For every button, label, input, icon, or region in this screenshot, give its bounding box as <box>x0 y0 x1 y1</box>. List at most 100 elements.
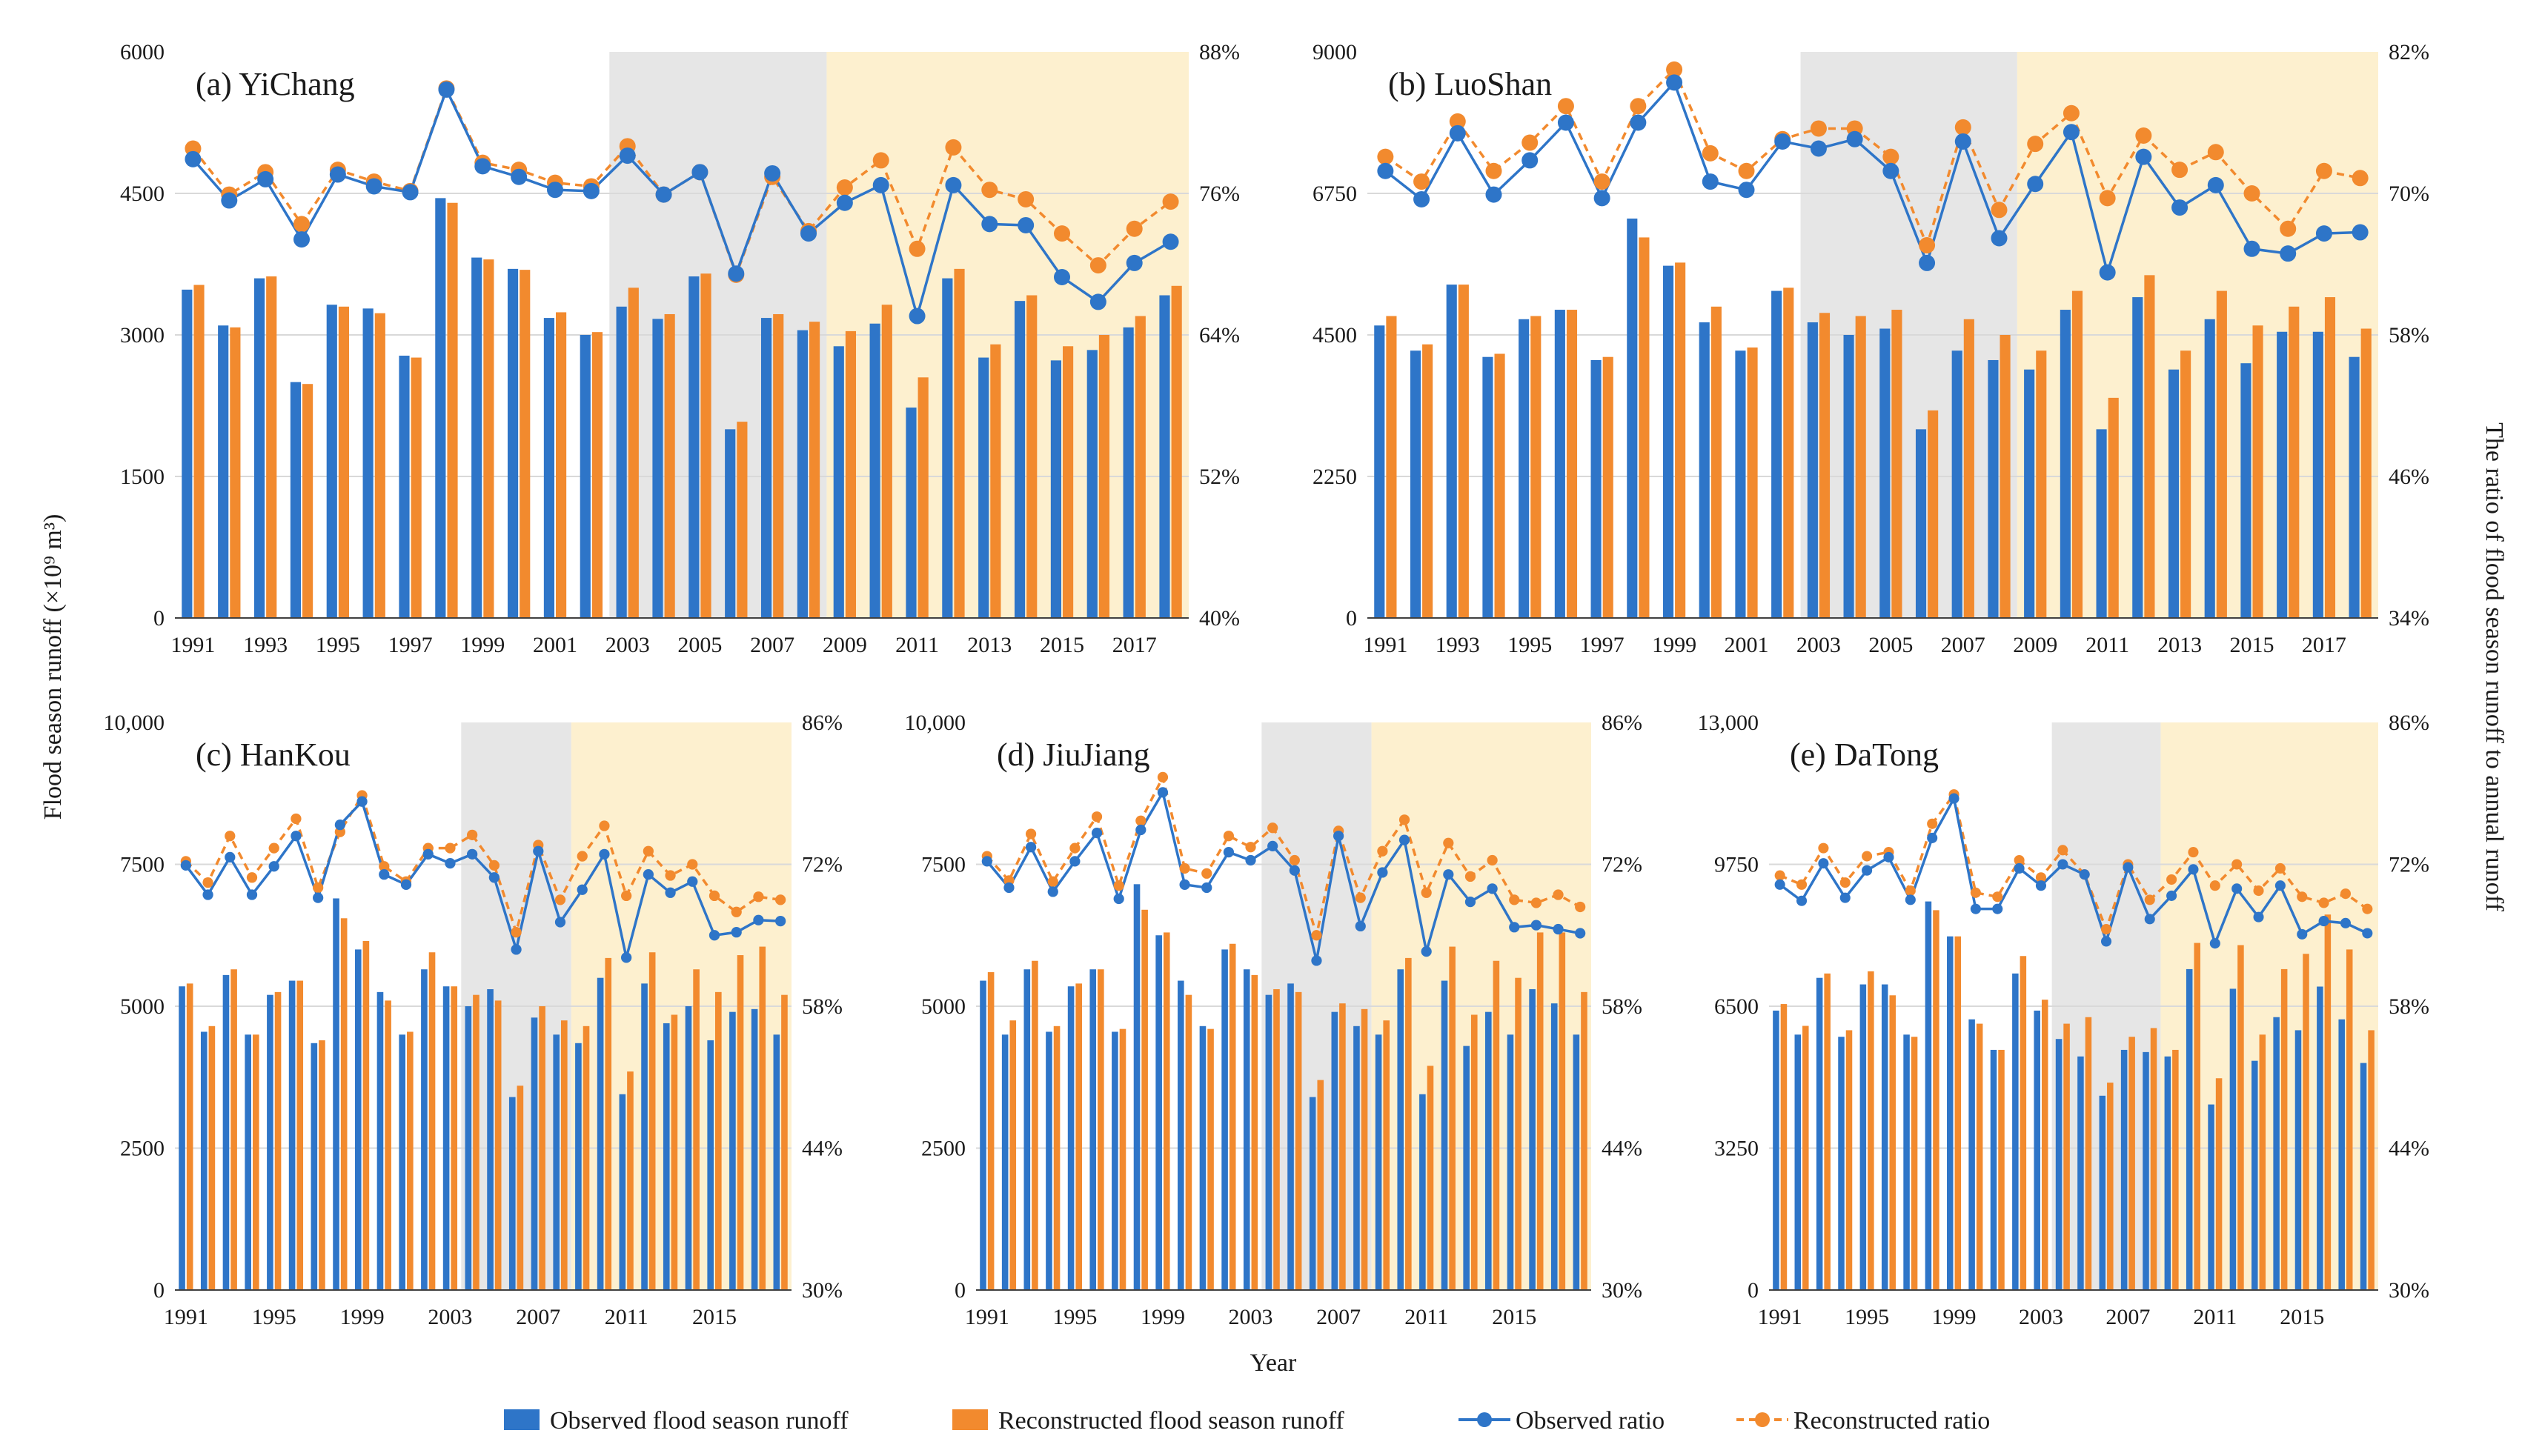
point-reconstructed-ratio <box>1413 173 1430 190</box>
bar-observed-runoff <box>435 198 446 618</box>
point-observed-ratio <box>2315 225 2332 242</box>
y-left-tick-label: 3000 <box>120 323 165 348</box>
bar-reconstructed-runoff <box>2000 335 2011 618</box>
point-reconstructed-ratio <box>1666 61 1683 78</box>
bar-reconstructed-runoff <box>2259 1034 2266 1290</box>
point-reconstructed-ratio <box>687 859 698 870</box>
bar-reconstructed-runoff <box>208 1025 216 1290</box>
y-right-tick-label: 76% <box>1199 182 1240 206</box>
point-observed-ratio <box>202 889 213 900</box>
bar-reconstructed-runoff <box>266 276 277 618</box>
point-observed-ratio <box>981 856 992 867</box>
bar-reconstructed-runoff <box>340 918 348 1290</box>
bar-observed-runoff <box>942 278 953 618</box>
bar-reconstructed-runoff <box>1933 910 1939 1290</box>
point-reconstructed-ratio <box>1162 193 1179 210</box>
point-reconstructed-ratio <box>1464 871 1476 882</box>
x-tick-label: 2011 <box>2085 633 2129 657</box>
legend-label-observed-line: Observed ratio <box>1516 1407 1665 1435</box>
bar-reconstructed-runoff <box>1171 285 1182 618</box>
y-left-tick-label: 4500 <box>120 182 165 206</box>
bar-observed-runoff <box>487 989 494 1290</box>
point-observed-ratio <box>2035 880 2047 891</box>
point-observed-ratio <box>1089 293 1106 310</box>
bar-reconstructed-runoff <box>539 1006 545 1290</box>
bar-reconstructed-runoff <box>230 327 241 618</box>
bar-reconstructed-runoff <box>737 422 748 618</box>
bar-reconstructed-runoff <box>1009 1020 1017 1290</box>
bar-reconstructed-runoff <box>2216 290 2227 618</box>
bar-reconstructed-runoff <box>845 330 857 618</box>
x-tick-label: 2017 <box>2302 633 2346 657</box>
bar-reconstructed-runoff <box>2237 945 2244 1290</box>
bar-reconstructed-runoff <box>1581 991 1587 1290</box>
x-tick-label: 1999 <box>460 633 505 657</box>
bar-reconstructed-runoff <box>1449 946 1456 1290</box>
bar-reconstructed-runoff <box>1747 347 1758 618</box>
point-observed-ratio <box>2274 880 2286 891</box>
bar-observed-runoff <box>1947 936 1954 1290</box>
point-observed-ratio <box>728 265 745 282</box>
point-observed-ratio <box>1377 867 1388 878</box>
point-observed-ratio <box>599 848 610 860</box>
point-reconstructed-ratio <box>488 860 500 871</box>
bar-observed-runoff <box>2024 369 2035 618</box>
point-reconstructed-ratio <box>1839 877 1851 888</box>
point-observed-ratio <box>1630 114 1647 131</box>
bar-reconstructed-runoff <box>1566 310 1578 618</box>
point-reconstructed-ratio <box>246 872 258 883</box>
point-observed-ratio <box>185 150 202 167</box>
point-reconstructed-ratio <box>1530 897 1542 908</box>
bar-observed-runoff <box>1086 350 1098 618</box>
bar-reconstructed-runoff <box>809 322 820 618</box>
point-observed-ratio <box>753 914 764 925</box>
bar-observed-runoff <box>2273 1017 2280 1290</box>
point-reconstructed-ratio <box>1593 173 1610 190</box>
point-reconstructed-ratio <box>2135 127 2152 144</box>
bar-reconstructed-runoff <box>2346 949 2353 1290</box>
bar-observed-runoff <box>421 969 428 1290</box>
panel-5: 0 3250 6500 9750 13,000 30% 44% 58% 72% 86% 1991 19… <box>1698 711 2430 1329</box>
point-reconstructed-ratio <box>2231 859 2243 870</box>
bar-reconstructed-runoff <box>700 273 711 618</box>
point-observed-ratio <box>225 851 236 863</box>
point-reconstructed-ratio <box>1630 98 1647 115</box>
panel-title: (d) JiuJiang <box>997 737 1150 773</box>
point-reconstructed-ratio <box>621 890 632 902</box>
x-tick-label: 1991 <box>170 633 215 657</box>
point-reconstructed-ratio <box>225 831 236 842</box>
point-observed-ratio <box>1333 831 1344 842</box>
x-tick-label: 2003 <box>1796 633 1841 657</box>
bar-reconstructed-runoff <box>1891 310 1902 618</box>
point-reconstructed-ratio <box>909 240 926 257</box>
bar-reconstructed-runoff <box>253 1034 259 1290</box>
bar-reconstructed-runoff <box>1427 1066 1434 1290</box>
bar-reconstructed-runoff <box>2041 1000 2048 1290</box>
bar-observed-runoff <box>2120 1049 2128 1290</box>
point-reconstructed-ratio <box>1702 144 1719 162</box>
x-tick-label: 2015 <box>692 1305 737 1329</box>
bar-reconstructed-runoff <box>1963 319 1974 618</box>
point-reconstructed-ratio <box>731 906 742 917</box>
point-observed-ratio <box>2318 916 2329 927</box>
bar-observed-runoff <box>326 305 337 618</box>
point-observed-ratio <box>1413 190 1430 207</box>
point-observed-ratio <box>1377 162 1394 179</box>
bar-observed-runoff <box>507 268 519 618</box>
point-reconstructed-ratio <box>1927 818 1938 829</box>
bar-reconstructed-runoff <box>2180 350 2191 618</box>
bar-observed-runoff <box>2012 973 2019 1290</box>
point-reconstructed-ratio <box>1449 113 1466 130</box>
y-right-tick-label: 30% <box>1602 1278 1642 1303</box>
bar-observed-runoff <box>1309 1097 1316 1290</box>
bar-reconstructed-runoff <box>230 969 237 1290</box>
point-observed-ratio <box>2340 917 2352 928</box>
point-observed-ratio <box>1267 840 1278 851</box>
bar-observed-runoff <box>1843 335 1854 618</box>
point-observed-ratio <box>2079 869 2090 880</box>
point-reconstructed-ratio <box>2063 104 2080 122</box>
point-reconstructed-ratio <box>2027 136 2044 153</box>
point-reconstructed-ratio <box>1905 885 1916 897</box>
point-observed-ratio <box>1018 216 1035 233</box>
x-tick-label: 2007 <box>1941 633 1985 657</box>
